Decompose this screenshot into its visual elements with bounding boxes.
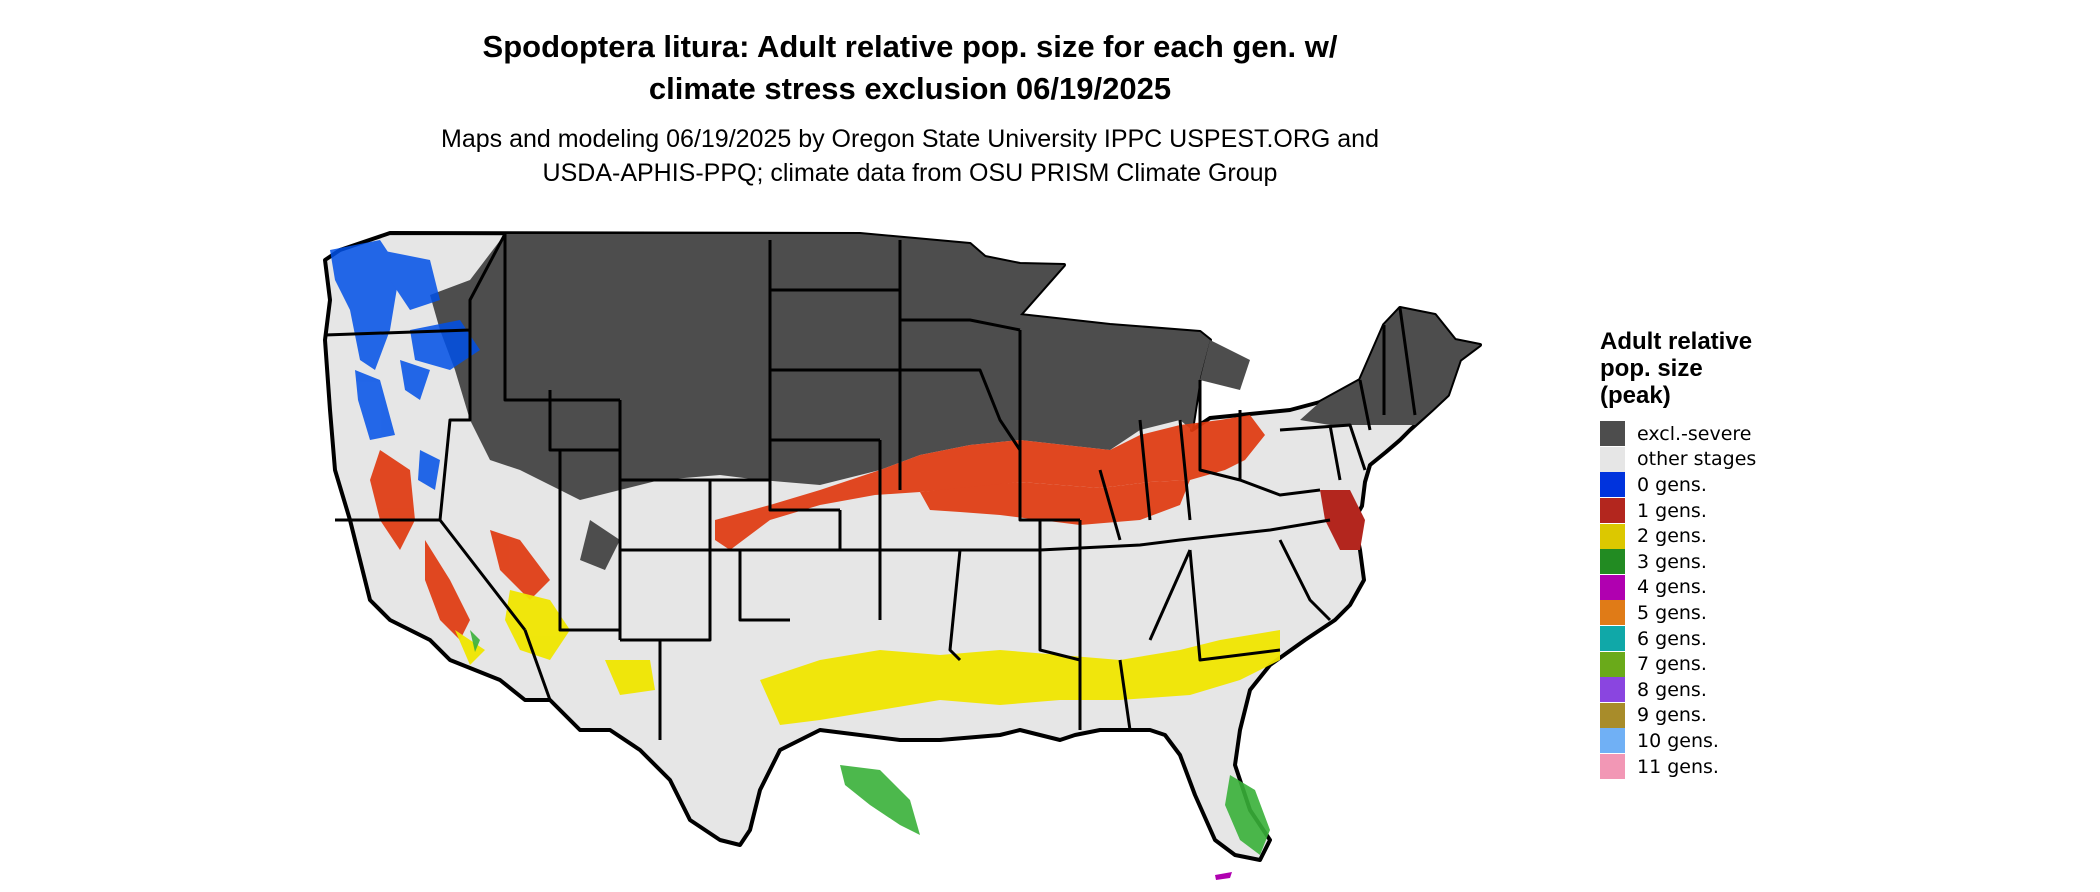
legend-item: 1 gens. [1600, 498, 1820, 524]
legend-swatch [1600, 728, 1625, 754]
legend-label: other stages [1637, 448, 1757, 471]
legend: Adult relative pop. size (peak) excl.-se… [1600, 328, 1820, 780]
legend-item: other stages [1600, 446, 1820, 473]
legend-label: 8 gens. [1637, 678, 1707, 701]
one-gens-regions [370, 415, 1265, 640]
two-gens-regions [455, 590, 1280, 725]
legend-item: 4 gens. [1600, 574, 1820, 601]
legend-item: 8 gens. [1600, 677, 1820, 703]
legend-label: 2 gens. [1637, 525, 1707, 548]
legend-swatch [1600, 421, 1625, 447]
legend-title-line-3: (peak) [1600, 382, 1671, 409]
legend-label: 11 gens. [1637, 755, 1719, 778]
subtitle-line-1: Maps and modeling 06/19/2025 by Oregon S… [441, 125, 1379, 153]
legend-swatch [1600, 754, 1625, 780]
legend-label: 7 gens. [1637, 653, 1707, 676]
legend-label: 10 gens. [1637, 729, 1719, 752]
legend-swatch [1600, 446, 1625, 472]
legend-swatch [1600, 574, 1625, 600]
legend-item: 9 gens. [1600, 702, 1820, 729]
legend-item: 7 gens. [1600, 651, 1820, 677]
legend-item: 10 gens. [1600, 728, 1820, 754]
legend-title: Adult relative pop. size (peak) [1600, 328, 1820, 409]
one-gens-dark-area [1320, 490, 1365, 550]
us-map [323, 231, 1482, 880]
subtitle-line-2: USDA-APHIS-PPQ; climate data from OSU PR… [542, 159, 1278, 187]
legend-label: excl.-severe [1637, 422, 1752, 445]
legend-swatch [1600, 702, 1625, 728]
legend-swatch [1600, 600, 1625, 626]
four-gens-region [1215, 872, 1232, 880]
legend-title-line-1: Adult relative [1600, 328, 1753, 355]
zero-gens-regions [330, 240, 480, 490]
legend-swatch [1600, 523, 1625, 549]
state-borders [324, 233, 1417, 740]
map-subtitle: Maps and modeling 06/19/2025 by Oregon S… [380, 122, 1440, 190]
legend-label: 9 gens. [1637, 704, 1707, 727]
legend-swatch [1600, 549, 1625, 575]
legend-item: 2 gens. [1600, 523, 1820, 549]
legend-label: 3 gens. [1637, 550, 1707, 573]
legend-swatch [1600, 498, 1625, 524]
legend-item: 11 gens. [1600, 754, 1820, 780]
legend-label: 1 gens. [1637, 499, 1707, 522]
map-title: Spodoptera litura: Adult relative pop. s… [380, 26, 1440, 110]
legend-label: 4 gens. [1637, 576, 1707, 599]
legend-swatch [1600, 677, 1625, 703]
legend-swatch [1600, 651, 1625, 677]
title-line-1: Spodoptera litura: Adult relative pop. s… [482, 29, 1338, 64]
legend-title-line-2: pop. size [1600, 355, 1703, 382]
legend-label: 5 gens. [1637, 601, 1707, 624]
legend-items: excl.-severe other stages 0 gens. 1 gens. 2 … [1600, 421, 1820, 780]
legend-label: 0 gens. [1637, 473, 1707, 496]
legend-item: 5 gens. [1600, 600, 1820, 626]
legend-item: 0 gens. [1600, 472, 1820, 498]
legend-swatch [1600, 472, 1625, 498]
three-gens-regions [470, 630, 1270, 855]
title-line-2: climate stress exclusion 06/19/2025 [648, 71, 1172, 106]
legend-item: 3 gens. [1600, 549, 1820, 575]
excluded-severe-regions [430, 234, 1480, 570]
legend-item: excl.-severe [1600, 421, 1820, 447]
legend-swatch [1600, 626, 1625, 652]
legend-label: 6 gens. [1637, 627, 1707, 650]
legend-item: 6 gens. [1600, 626, 1820, 652]
